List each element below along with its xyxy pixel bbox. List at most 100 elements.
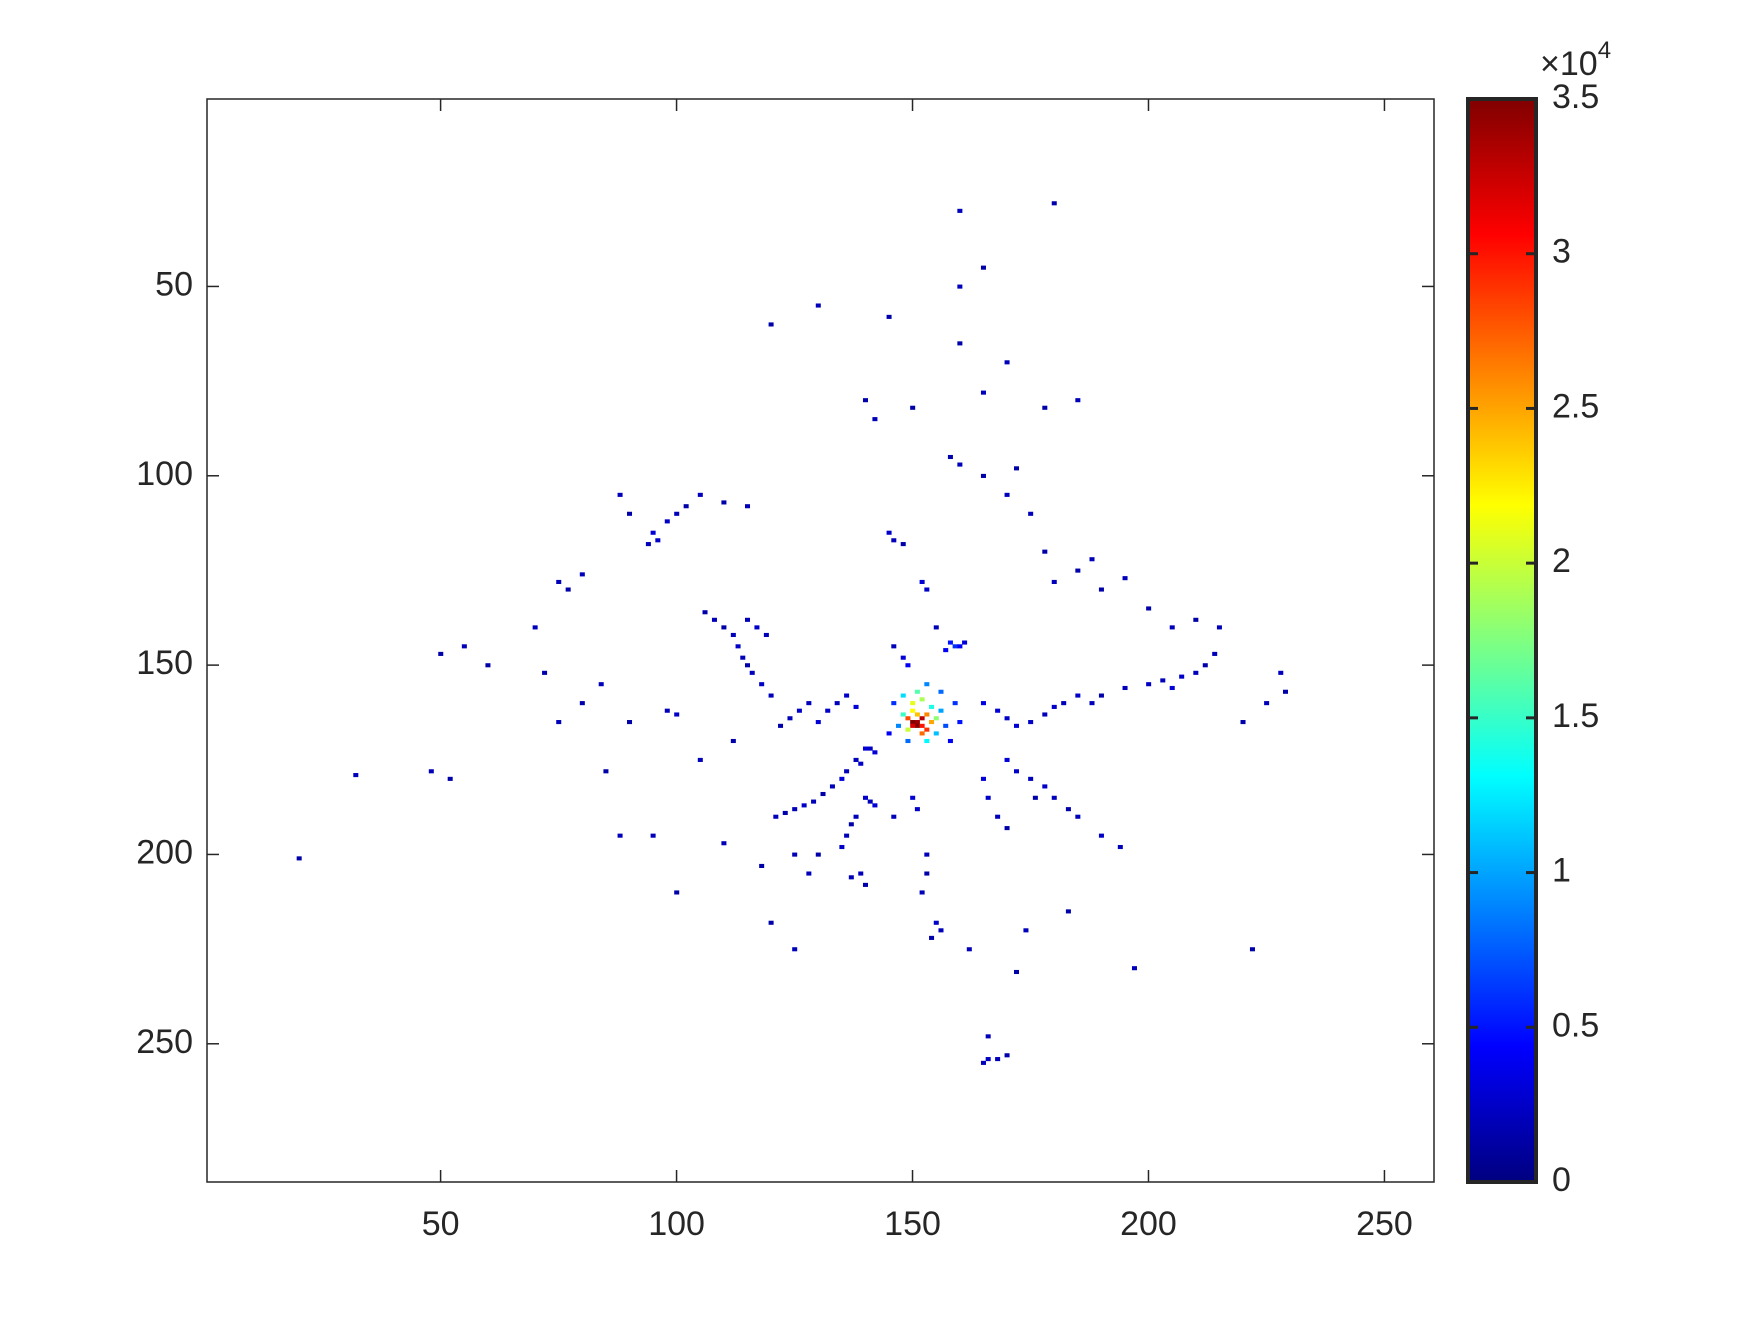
heat-cell (858, 871, 864, 876)
heat-cell (872, 417, 878, 422)
heat-cell (1004, 1053, 1010, 1058)
heat-cell (853, 814, 859, 819)
heat-cell (839, 776, 845, 781)
heat-cell (815, 303, 821, 308)
colorbar-tick-label: 2 (1552, 542, 1571, 580)
heat-cell (938, 689, 944, 694)
heat-cell (1004, 826, 1010, 831)
heat-cell (1013, 769, 1020, 774)
heat-cell (905, 663, 911, 668)
heat-cell (910, 708, 916, 713)
heat-cell (1240, 720, 1246, 725)
heat-cell (801, 803, 807, 808)
x-tick-label: 200 (1120, 1205, 1177, 1243)
heat-cell (995, 708, 1001, 713)
heat-cell (910, 723, 916, 728)
heat-cell (957, 462, 963, 467)
heat-cell (617, 833, 623, 838)
heat-cell (962, 640, 968, 645)
heat-cell (806, 871, 812, 876)
heat-cell (1013, 466, 1020, 471)
heat-cell (773, 814, 779, 819)
heat-cell (579, 701, 585, 706)
heat-cell (815, 852, 821, 857)
heat-cell (839, 844, 845, 850)
heat-cell (985, 795, 991, 800)
heat-cell (1075, 693, 1081, 698)
y-tick-label: 250 (136, 1023, 193, 1061)
heat-cell (933, 716, 939, 721)
heat-cell (664, 708, 670, 713)
heat-cell (914, 712, 920, 717)
y-tick-label: 200 (136, 833, 193, 871)
heat-cell (1013, 723, 1020, 728)
heat-cell (914, 723, 920, 728)
heat-cell (1042, 549, 1048, 554)
heat-cell (1028, 720, 1034, 725)
heat-cell (1264, 701, 1270, 706)
heat-cell (905, 716, 911, 721)
heat-cell (1098, 833, 1104, 838)
heat-cell (579, 572, 585, 577)
heat-cell (891, 538, 897, 543)
heat-cell (914, 807, 920, 812)
heat-cell (929, 704, 935, 709)
heat-cell (862, 746, 868, 751)
heat-cell (938, 928, 944, 933)
heat-cell (1146, 606, 1152, 611)
heat-cell (943, 723, 949, 728)
heat-cell (815, 720, 821, 725)
heat-cell (844, 693, 850, 698)
heat-cell (910, 701, 916, 706)
heat-cell (1098, 587, 1104, 592)
colorbar (1466, 97, 1538, 1184)
colorbar-tick-label: 2.5 (1552, 387, 1599, 425)
heat-cell (711, 617, 717, 622)
heat-cell (627, 720, 633, 725)
heat-cell (542, 670, 548, 675)
heat-cell (862, 398, 868, 403)
heat-cell (933, 625, 939, 630)
colorbar-tick-label: 1.5 (1552, 697, 1599, 735)
heat-cell (792, 947, 798, 952)
heat-cell (1013, 969, 1020, 975)
multiplier-exponent: 4 (1598, 37, 1611, 64)
heat-cell (1075, 398, 1081, 403)
heat-cell (905, 738, 911, 744)
heat-cell (627, 511, 633, 516)
heat-cell (438, 651, 444, 656)
heat-cell (938, 708, 944, 713)
heat-cell (1193, 617, 1199, 622)
heat-cell (924, 727, 930, 732)
heat-cell (995, 814, 1001, 819)
heat-cell (1122, 685, 1128, 691)
heat-cell (485, 663, 491, 668)
heat-cell (1282, 689, 1289, 694)
heat-cell (844, 833, 850, 838)
heat-cell (867, 746, 873, 751)
heat-cell (759, 863, 765, 869)
heat-cell (1169, 625, 1175, 630)
heat-cell (995, 1057, 1001, 1062)
heat-cell (1051, 704, 1057, 709)
heat-cell (957, 341, 963, 346)
heat-cell (872, 803, 878, 808)
colorbar-tick-label: 0 (1552, 1161, 1571, 1199)
colorbar-tick-label: 1 (1552, 852, 1571, 890)
heat-cell (1278, 670, 1284, 675)
heat-cell (353, 773, 359, 778)
heat-cell (886, 530, 892, 535)
heat-cell (598, 682, 604, 687)
heat-cell (900, 712, 906, 717)
heat-cell (697, 492, 703, 497)
heat-cell (820, 791, 826, 797)
heat-cell (980, 265, 986, 270)
heat-cell (853, 704, 859, 709)
heat-cell (617, 492, 623, 497)
heat-cell (1075, 568, 1081, 573)
heat-cell (1169, 685, 1175, 691)
heat-cell (905, 727, 911, 732)
heat-cell (683, 504, 689, 509)
heat-cell (650, 833, 656, 838)
heat-cell (1032, 795, 1038, 800)
